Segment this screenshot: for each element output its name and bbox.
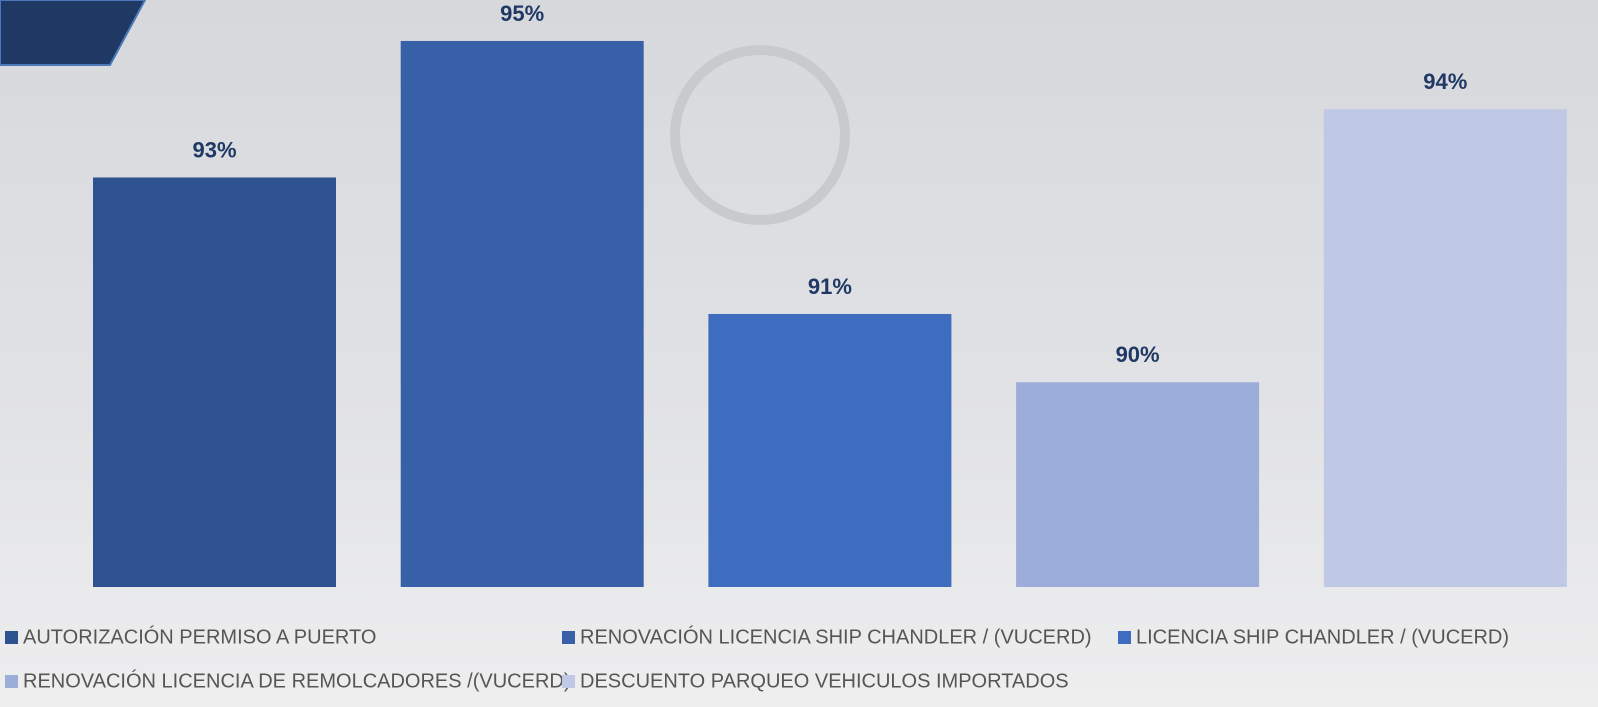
legend-label: AUTORIZACIÓN PERMISO A PUERTO xyxy=(23,625,376,648)
legend-label: LICENCIA SHIP CHANDLER / (VUCERD) xyxy=(1136,626,1509,648)
value-label: 95% xyxy=(500,1,544,26)
legend-swatch xyxy=(5,675,18,688)
emblem xyxy=(670,45,850,225)
legend-label: RENOVACIÓN LICENCIA SHIP CHANDLER / (VUC… xyxy=(580,625,1092,648)
legend-swatch xyxy=(562,631,575,644)
legend-label: RENOVACIÓN LICENCIA DE REMOLCADORES /(VU… xyxy=(23,669,571,692)
bar xyxy=(708,313,952,587)
value-label: 90% xyxy=(1116,342,1160,367)
bar xyxy=(93,177,336,587)
legend-swatch xyxy=(562,675,575,688)
value-label: 93% xyxy=(192,137,236,162)
bar xyxy=(400,40,644,587)
value-label: 91% xyxy=(808,274,852,299)
bar xyxy=(1016,382,1260,587)
bar xyxy=(1323,109,1567,588)
legend-swatch xyxy=(1118,631,1131,644)
value-label: 94% xyxy=(1423,69,1467,94)
legend-swatch xyxy=(5,631,18,644)
legend-label: DESCUENTO PARQUEO VEHICULOS IMPORTADOS xyxy=(580,670,1069,692)
header-tab xyxy=(0,0,147,66)
